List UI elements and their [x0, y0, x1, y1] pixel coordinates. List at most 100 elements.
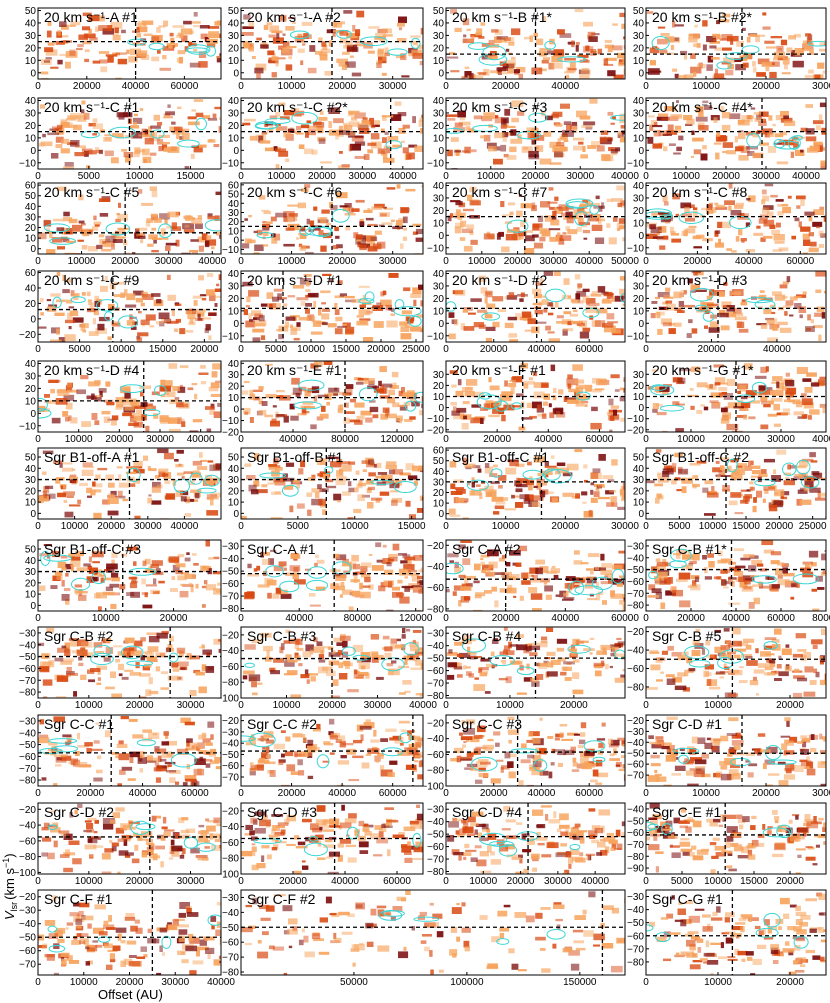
emission-pixel — [140, 319, 150, 326]
emission-pixel — [74, 152, 85, 157]
emission-pixel — [715, 135, 727, 142]
emission-pixel — [302, 43, 306, 46]
emission-pixel — [148, 126, 152, 133]
emission-pixel — [115, 52, 127, 55]
emission-pixel — [575, 45, 579, 52]
emission-pixel — [150, 564, 159, 568]
emission-pixel — [549, 236, 560, 242]
emission-pixel — [163, 147, 172, 152]
emission-pixel — [653, 129, 661, 137]
emission-pixel — [594, 664, 603, 669]
emission-pixel — [61, 138, 70, 144]
emission-pixel — [359, 243, 367, 251]
emission-pixel — [339, 205, 348, 208]
emission-pixel — [406, 154, 412, 160]
emission-pixel — [414, 479, 418, 485]
emission-pixel — [488, 377, 492, 383]
emission-pixel — [506, 155, 517, 160]
emission-pixel — [682, 554, 694, 560]
emission-pixel — [688, 319, 693, 324]
emission-pixel — [574, 584, 580, 588]
emission-pixel — [421, 325, 423, 332]
emission-pixel — [566, 216, 574, 224]
emission-pixel — [450, 137, 459, 142]
emission-pixel — [294, 642, 300, 649]
emission-pixel — [188, 41, 193, 46]
emission-pixel — [763, 308, 772, 315]
x-tick-label: 40000 — [551, 613, 579, 624]
emission-pixel — [790, 465, 796, 469]
x-tick-label: 0 — [35, 521, 41, 532]
emission-contour — [467, 42, 489, 50]
emission-pixel — [63, 166, 74, 169]
emission-pixel — [498, 231, 504, 237]
emission-pixel — [403, 227, 407, 231]
emission-pixel — [802, 252, 809, 254]
emission-pixel — [534, 309, 543, 315]
emission-pixel — [715, 377, 726, 384]
emission-pixel — [254, 453, 260, 461]
y-tick-label: 40 — [25, 359, 37, 370]
emission-pixel — [295, 132, 304, 135]
emission-pixel — [139, 108, 144, 112]
emission-pixel — [743, 363, 753, 370]
emission-pixel — [690, 155, 694, 158]
emission-pixel — [60, 119, 68, 127]
x-tick-label: 20000 — [367, 344, 395, 355]
y-tick-label: 30 — [228, 31, 240, 42]
y-tick-label: 30 — [633, 281, 645, 292]
emission-pixel — [588, 36, 598, 42]
y-tick-label: −80 — [222, 604, 239, 615]
emission-pixel — [130, 316, 137, 319]
emission-pixel — [207, 213, 213, 217]
emission-pixel — [450, 402, 457, 406]
emission-pixel — [527, 133, 540, 140]
emission-pixel — [460, 586, 472, 591]
panel-title: 20 km s⁻¹-C #7 — [452, 184, 548, 200]
emission-pixel — [331, 695, 340, 698]
emission-pixel — [609, 665, 613, 669]
emission-pixel — [328, 279, 334, 282]
emission-pixel — [165, 380, 173, 388]
emission-pixel — [402, 147, 409, 154]
emission-pixel — [485, 290, 493, 298]
emission-pixel — [408, 144, 418, 148]
emission-pixel — [177, 386, 186, 393]
emission-pixel — [745, 131, 754, 136]
emission-pixel — [130, 650, 142, 656]
emission-pixel — [252, 337, 261, 342]
emission-pixel — [297, 33, 303, 38]
emission-pixel — [647, 136, 654, 144]
emission-pixel — [672, 193, 680, 200]
emission-pixel — [164, 480, 171, 485]
x-tick-label: 0 — [643, 613, 649, 624]
emission-pixel — [255, 63, 267, 71]
emission-pixel — [473, 115, 483, 120]
emission-pixel — [531, 495, 544, 501]
emission-pixel — [680, 202, 692, 209]
emission-pixel — [517, 111, 525, 116]
panel-frame — [240, 539, 424, 612]
emission-pixel — [84, 49, 90, 53]
emission-pixel — [591, 33, 600, 36]
emission-pixel — [84, 58, 90, 63]
emission-pixel — [796, 367, 808, 374]
emission-pixel — [536, 663, 549, 667]
emission-pixel — [311, 498, 323, 506]
emission-pixel — [273, 565, 284, 572]
emission-pixel — [611, 45, 623, 51]
emission-pixel — [262, 559, 270, 565]
emission-pixel — [95, 395, 102, 399]
emission-pixel — [507, 67, 514, 74]
emission-pixel — [90, 668, 101, 672]
emission-pixel — [483, 233, 495, 240]
emission-pixel — [587, 218, 599, 222]
emission-pixel — [547, 201, 558, 204]
x-tick-label: 20000 — [328, 256, 356, 267]
emission-pixel — [50, 66, 59, 69]
emission-pixel — [182, 584, 194, 587]
emission-pixel — [212, 113, 217, 119]
emission-pixel — [275, 112, 281, 117]
emission-pixel — [146, 403, 153, 407]
